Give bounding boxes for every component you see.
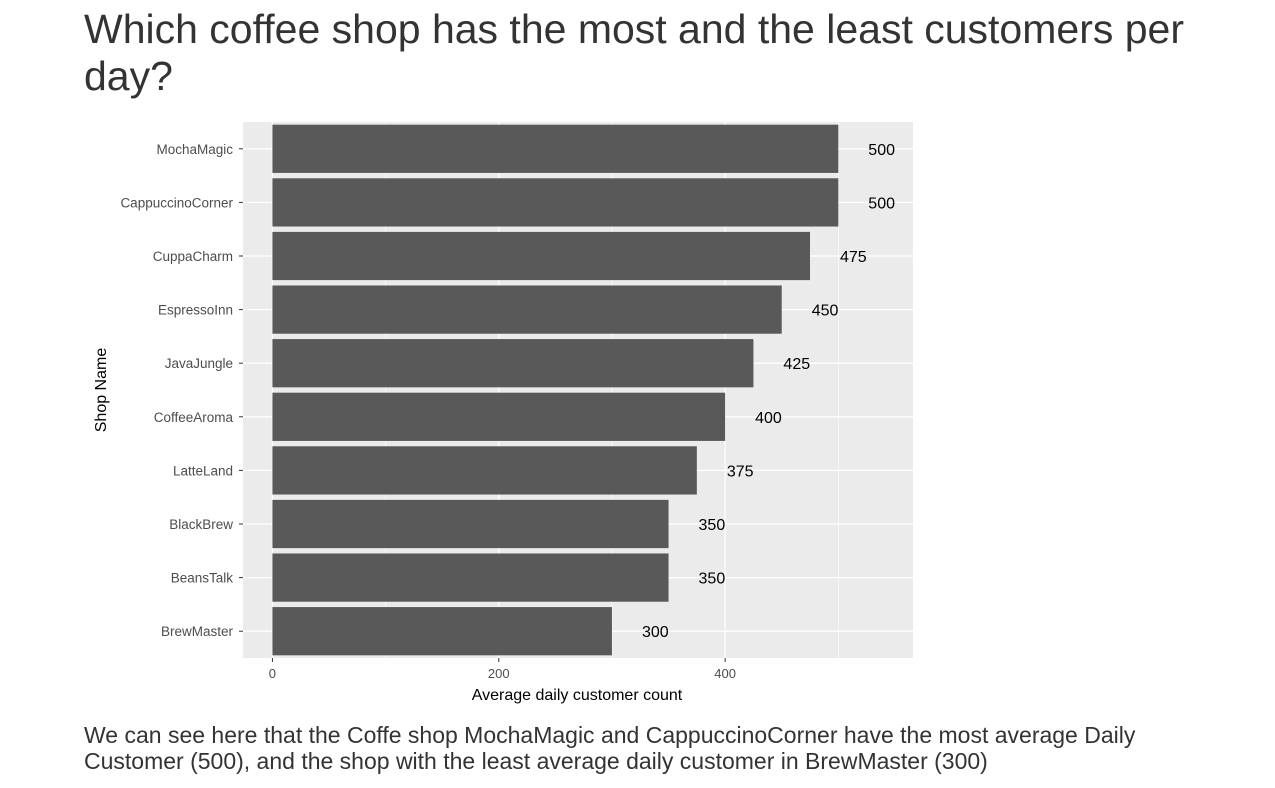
bars: [272, 124, 839, 656]
bar-BlackBrew: [272, 499, 669, 549]
data-labels: 500 500 475 450 425 400 375 350 350 300: [642, 142, 895, 641]
y-tick-label: CoffeeAroma: [154, 410, 234, 425]
y-axis-ticks: MochaMagic CappuccinoCorner CuppaCharm Espr…: [120, 142, 243, 639]
y-tick-label: CuppaCharm: [153, 249, 233, 264]
x-tick-label: 400: [714, 666, 736, 681]
y-tick-label: MochaMagic: [156, 142, 233, 157]
data-label: 400: [755, 410, 782, 427]
y-tick-label: BeansTalk: [171, 571, 234, 586]
y-tick-label: JavaJungle: [165, 356, 233, 371]
y-axis-title: Shop Name: [93, 348, 110, 433]
x-tick-label: 0: [269, 666, 276, 681]
data-label: 450: [812, 303, 839, 320]
data-label: 300: [642, 624, 669, 641]
bar-MochaMagic: [272, 124, 839, 173]
x-tick-label: 200: [488, 666, 510, 681]
data-label: 475: [840, 249, 867, 266]
caption-text: We can see here that the Coffe shop Moch…: [84, 722, 1136, 774]
bar-CappuccinoCorner: [272, 178, 839, 227]
y-tick-label: BlackBrew: [169, 517, 233, 532]
bar-BrewMaster: [272, 607, 612, 656]
page-title: Which coffee shop has the most and the l…: [84, 6, 1184, 99]
data-label: 350: [699, 517, 726, 534]
y-tick-label: LatteLand: [173, 463, 233, 478]
y-tick-label: CappuccinoCorner: [120, 195, 233, 210]
x-axis-ticks: 0 200 400: [269, 658, 736, 681]
y-tick-label: BrewMaster: [161, 624, 234, 639]
bar-CuppaCharm: [272, 231, 811, 281]
y-tick-label: EspressoInn: [158, 303, 233, 318]
data-label: 375: [727, 463, 754, 480]
bar-JavaJungle: [272, 339, 754, 388]
bar-CoffeeAroma: [272, 392, 726, 441]
data-label: 425: [783, 356, 810, 373]
bar-EspressoInn: [272, 285, 782, 334]
data-label: 500: [868, 142, 895, 159]
bar-BeansTalk: [272, 553, 669, 602]
x-axis-title: Average daily customer count: [472, 687, 683, 704]
bar-LatteLand: [272, 446, 697, 495]
data-label: 350: [699, 571, 726, 588]
data-label: 500: [868, 195, 895, 212]
